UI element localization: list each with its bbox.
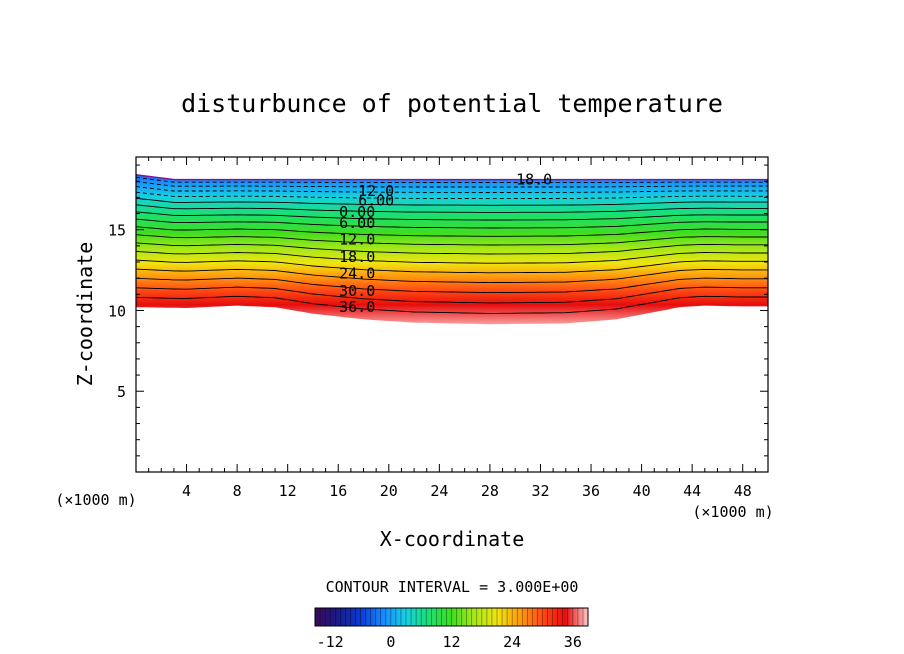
temperature-field [136, 174, 768, 325]
colorbar-tick-label: 0 [386, 633, 395, 651]
contour-line [136, 176, 768, 183]
x-unit-left: (×1000 m) [55, 491, 136, 509]
contour-label: 0.00 [339, 203, 375, 221]
plot-area: 18.012.06.000.006.0012.018.024.030.036.0… [108, 156, 769, 500]
x-tick-label: 24 [430, 482, 448, 500]
colorbar: -12 0 12 24 36 [314, 607, 589, 651]
y-axis-label: Z-coordinate [73, 242, 97, 387]
y-tick-label: 5 [117, 383, 126, 401]
colorbar-tick-label: 36 [564, 633, 582, 651]
contour-lines [136, 176, 768, 314]
contour-label: 36.0 [339, 298, 375, 316]
y-tick-label: 15 [108, 222, 126, 240]
x-tick-label: 44 [683, 482, 701, 500]
contour-line [136, 226, 768, 237]
x-tick-label: 4 [182, 482, 191, 500]
y-axis-ticks: 5 10 15 [108, 164, 768, 457]
contour-line [136, 250, 768, 264]
contour-line [136, 277, 768, 294]
x-tick-label: 36 [582, 482, 600, 500]
contour-line [136, 259, 768, 274]
x-tick-label: 20 [380, 482, 398, 500]
colorbar-ticks: -12 0 12 24 36 [317, 633, 582, 651]
contour-label: 30.0 [339, 282, 375, 300]
x-tick-label: 12 [279, 482, 297, 500]
contour-line [136, 204, 768, 213]
contour-line [136, 295, 768, 314]
colorbar-tick-label: -12 [317, 633, 344, 651]
contour-label: 18.0 [516, 171, 552, 189]
contour-line [136, 197, 768, 206]
contour-label: 24.0 [339, 264, 375, 282]
contour-line [136, 234, 768, 246]
x-tick-label: 48 [734, 482, 752, 500]
contour-label: 18.0 [339, 248, 375, 266]
x-tick-label: 40 [633, 482, 651, 500]
x-axis-label: X-coordinate [380, 527, 525, 551]
contour-label: 6.00 [358, 192, 394, 210]
contour-line [136, 268, 768, 284]
contour-line [136, 191, 768, 200]
contour-label: 6.00 [339, 214, 375, 232]
x-tick-label: 16 [329, 482, 347, 500]
x-tick-label: 8 [233, 482, 242, 500]
contour-label: 12.0 [358, 182, 394, 200]
contour-line [136, 218, 768, 229]
contour-label: 12.0 [339, 230, 375, 248]
contour-line [136, 286, 768, 304]
field-top-edge [135, 174, 768, 181]
contour-line [136, 211, 768, 221]
colorbar-tick-label: 24 [503, 633, 521, 651]
contour-line [136, 242, 768, 255]
chart-title: disturbunce of potential temperature [181, 89, 723, 118]
contour-line [136, 186, 768, 193]
x-tick-label: 32 [531, 482, 549, 500]
y-tick-label: 10 [108, 302, 126, 320]
colorbar-tick-label: 12 [442, 633, 460, 651]
x-axis-ticks: 4 8 12 16 20 24 28 32 36 40 44 48 [148, 157, 756, 500]
colorbar-stripes [319, 608, 584, 626]
contour-interval-label: CONTOUR INTERVAL = 3.000E+00 [326, 578, 579, 596]
x-tick-label: 28 [481, 482, 499, 500]
x-unit-right: (×1000 m) [692, 503, 773, 521]
contour-line [136, 181, 768, 188]
